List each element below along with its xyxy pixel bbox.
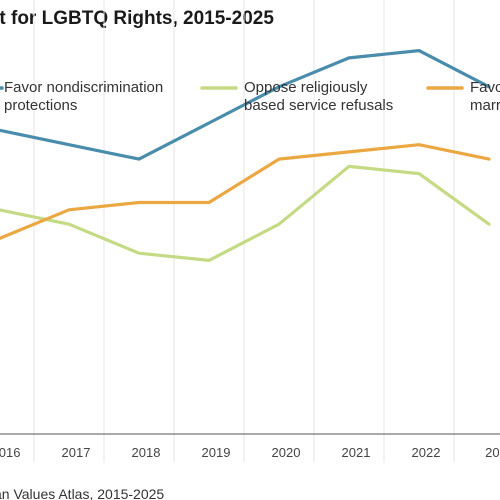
grid-lines <box>33 0 455 462</box>
series-line-2 <box>0 164 491 262</box>
series-line-3 <box>0 143 491 241</box>
x-tick-label: 2019 <box>202 445 231 460</box>
x-tick-label: 2017 <box>62 445 91 460</box>
legend-label-3: marr <box>470 97 500 114</box>
legend-label-2: based service refusals <box>244 97 393 114</box>
x-tick-label: 2020 <box>272 445 301 460</box>
chart-title: rt for LGBTQ Rights, 2015-2025 <box>0 8 274 29</box>
source-note: an Values Atlas, 2015-2025 <box>0 486 165 500</box>
x-tick-labels: 2016 2017 2018 2019 2020 2021 2022 202 <box>0 445 500 460</box>
series-layer <box>0 48 491 262</box>
legend-label-3: Favo <box>470 79 500 96</box>
series-line-1 <box>0 48 491 161</box>
legend-label-1: Favor nondiscrimination <box>4 79 163 96</box>
x-tick-label: 202 <box>485 445 500 460</box>
x-tick-label: 2016 <box>0 445 20 460</box>
legend-label-2: Oppose religiously <box>244 79 368 96</box>
x-tick-label: 2022 <box>412 445 441 460</box>
x-tick-label: 2018 <box>132 445 161 460</box>
x-tick-label: 2021 <box>342 445 371 460</box>
legend-label-1: protections <box>4 97 77 114</box>
